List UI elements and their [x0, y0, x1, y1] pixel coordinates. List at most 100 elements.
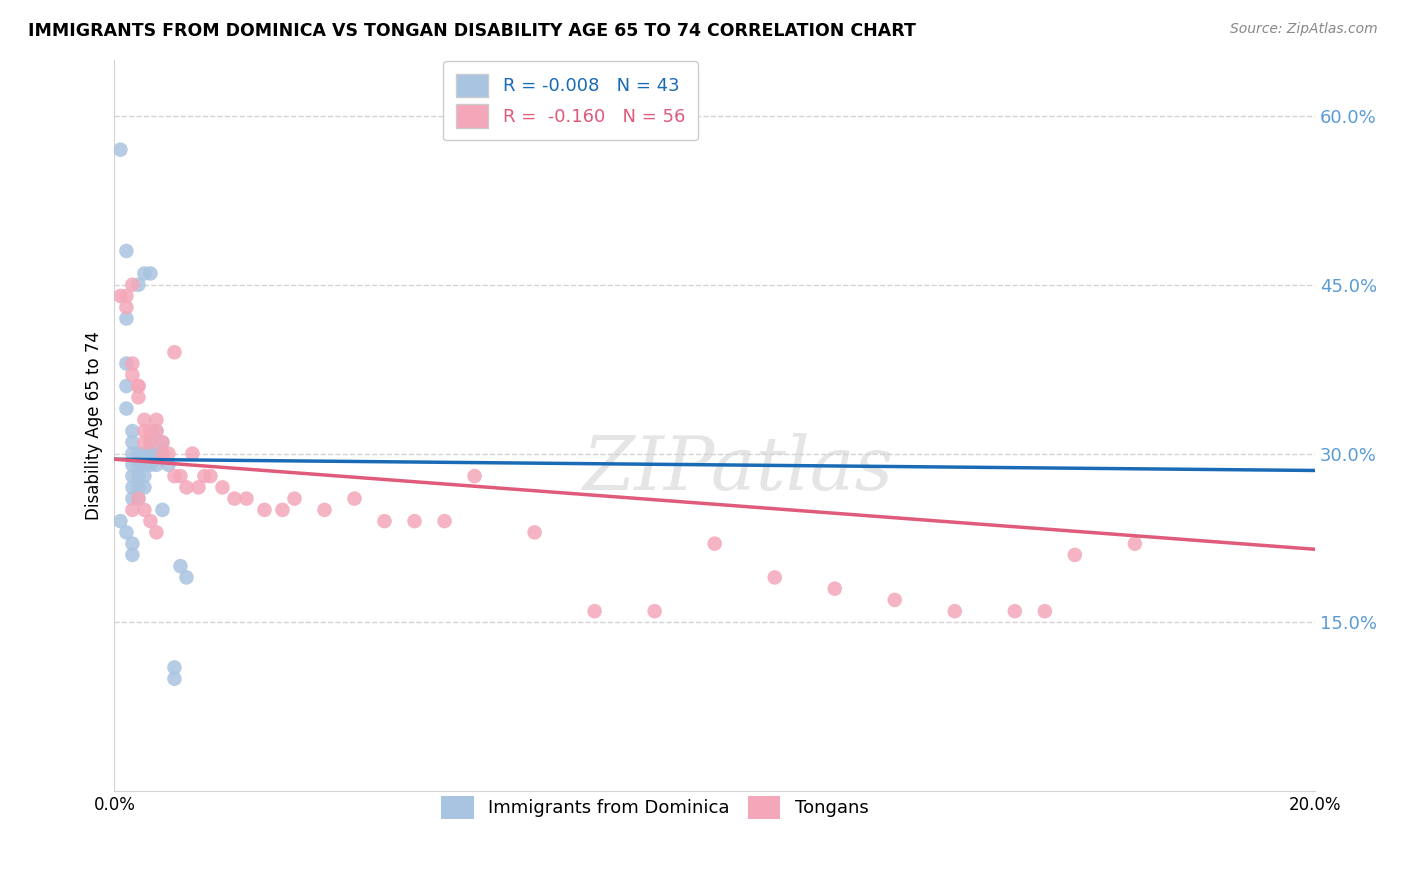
Point: [1033, 604, 1056, 618]
Point: [283, 491, 305, 506]
Point: [139, 435, 162, 450]
Point: [139, 458, 162, 472]
Point: [824, 582, 846, 596]
Point: [127, 469, 149, 483]
Point: [121, 277, 143, 292]
Point: [110, 143, 132, 157]
Point: [176, 570, 198, 584]
Point: [145, 525, 167, 540]
Point: [139, 267, 162, 281]
Point: [163, 469, 186, 483]
Point: [134, 469, 156, 483]
Point: [163, 672, 186, 686]
Point: [121, 503, 143, 517]
Point: [145, 424, 167, 438]
Point: [169, 559, 191, 574]
Point: [115, 357, 138, 371]
Point: [644, 604, 666, 618]
Point: [115, 379, 138, 393]
Point: [121, 435, 143, 450]
Point: [176, 480, 198, 494]
Point: [115, 401, 138, 416]
Point: [127, 390, 149, 404]
Point: [134, 458, 156, 472]
Point: [134, 413, 156, 427]
Point: [121, 536, 143, 550]
Point: [121, 458, 143, 472]
Point: [583, 604, 606, 618]
Point: [152, 447, 174, 461]
Point: [145, 413, 167, 427]
Text: ZIPatlas: ZIPatlas: [583, 434, 894, 506]
Point: [127, 491, 149, 506]
Point: [703, 536, 725, 550]
Point: [110, 289, 132, 303]
Point: [110, 514, 132, 528]
Point: [163, 660, 186, 674]
Point: [152, 435, 174, 450]
Point: [1004, 604, 1026, 618]
Point: [115, 289, 138, 303]
Point: [127, 491, 149, 506]
Text: Source: ZipAtlas.com: Source: ZipAtlas.com: [1230, 22, 1378, 37]
Point: [169, 469, 191, 483]
Point: [115, 311, 138, 326]
Point: [1063, 548, 1085, 562]
Point: [181, 447, 204, 461]
Point: [121, 548, 143, 562]
Point: [253, 503, 276, 517]
Point: [134, 480, 156, 494]
Legend: Immigrants from Dominica, Tongans: Immigrants from Dominica, Tongans: [434, 789, 876, 826]
Point: [145, 424, 167, 438]
Point: [1123, 536, 1146, 550]
Point: [763, 570, 786, 584]
Point: [127, 447, 149, 461]
Point: [127, 277, 149, 292]
Point: [314, 503, 336, 517]
Point: [404, 514, 426, 528]
Point: [343, 491, 366, 506]
Point: [464, 469, 486, 483]
Point: [134, 267, 156, 281]
Point: [127, 379, 149, 393]
Point: [523, 525, 546, 540]
Point: [121, 447, 143, 461]
Point: [157, 447, 180, 461]
Point: [145, 458, 167, 472]
Point: [127, 480, 149, 494]
Point: [883, 593, 905, 607]
Point: [127, 458, 149, 472]
Point: [115, 244, 138, 258]
Point: [271, 503, 294, 517]
Point: [187, 480, 209, 494]
Point: [115, 300, 138, 314]
Point: [121, 357, 143, 371]
Point: [152, 447, 174, 461]
Point: [139, 447, 162, 461]
Point: [224, 491, 246, 506]
Point: [134, 447, 156, 461]
Point: [200, 469, 222, 483]
Point: [211, 480, 233, 494]
Point: [134, 503, 156, 517]
Point: [121, 368, 143, 382]
Point: [145, 447, 167, 461]
Point: [134, 435, 156, 450]
Text: IMMIGRANTS FROM DOMINICA VS TONGAN DISABILITY AGE 65 TO 74 CORRELATION CHART: IMMIGRANTS FROM DOMINICA VS TONGAN DISAB…: [28, 22, 915, 40]
Point: [139, 424, 162, 438]
Point: [943, 604, 966, 618]
Point: [139, 514, 162, 528]
Y-axis label: Disability Age 65 to 74: Disability Age 65 to 74: [86, 331, 103, 520]
Point: [121, 491, 143, 506]
Point: [115, 525, 138, 540]
Point: [235, 491, 257, 506]
Point: [163, 345, 186, 359]
Point: [134, 424, 156, 438]
Point: [121, 469, 143, 483]
Point: [152, 503, 174, 517]
Point: [152, 435, 174, 450]
Point: [121, 424, 143, 438]
Point: [373, 514, 395, 528]
Point: [193, 469, 215, 483]
Point: [127, 379, 149, 393]
